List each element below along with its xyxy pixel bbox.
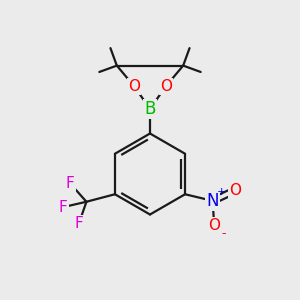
Text: O: O	[128, 79, 140, 94]
Text: F: F	[66, 176, 74, 191]
Text: -: -	[221, 227, 226, 240]
Text: O: O	[208, 218, 220, 233]
Text: +: +	[216, 188, 226, 197]
Text: F: F	[75, 216, 83, 231]
Text: O: O	[160, 79, 172, 94]
Text: B: B	[144, 100, 156, 118]
Text: N: N	[206, 192, 219, 210]
Text: F: F	[59, 200, 68, 215]
Text: O: O	[229, 183, 241, 198]
